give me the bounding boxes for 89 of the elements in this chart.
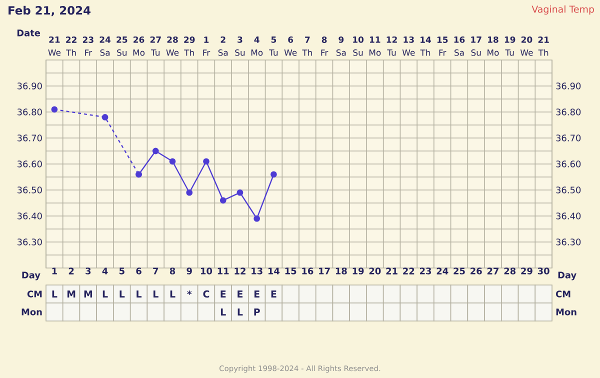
x-tick-label: 14 (268, 268, 280, 274)
x-tick-label: 2 (68, 268, 74, 274)
x-axis-title: Day (22, 272, 40, 280)
y-tick-label: 36.80 (18, 108, 42, 116)
x2-tick-label: 28 We (166, 36, 179, 56)
text: E (254, 290, 260, 298)
text: M (84, 290, 92, 298)
x-tick-label: 30 (538, 268, 550, 274)
x2-tick-label: 3 Su (235, 36, 245, 56)
x-tick-label: 4 (102, 268, 108, 274)
x-tick-label: 13 (252, 268, 262, 274)
text: L (170, 290, 176, 298)
y-tick-label: 36.60 (18, 160, 42, 168)
text: * (187, 290, 192, 295)
x2-tick-label: 10 Su (353, 36, 364, 56)
x-tick-label: 8 (170, 268, 176, 274)
x2-tick-label: 16 Sa (454, 36, 465, 56)
x2-tick-label: 17 Su (471, 36, 482, 56)
x-tick-label: 10 (201, 268, 212, 274)
text: L (102, 290, 108, 298)
text: E (271, 290, 276, 298)
text: M (67, 290, 76, 298)
x2-tick-label: 7 Th (302, 36, 312, 56)
x-tick-label: 16 (302, 268, 314, 274)
x-tick-label: 3 (86, 268, 91, 274)
x-tick-label: 17 (319, 268, 330, 274)
x-tick-label: 21 (386, 268, 398, 274)
x-tick-label: 9 (186, 268, 192, 274)
x2-tick-label: 2 Sa (218, 36, 228, 56)
x2-tick-label: 8 Fr (321, 36, 328, 56)
x2-tick-label: 22 Th (66, 36, 76, 56)
x2-tick-label: 6 We (284, 36, 297, 56)
x-tick-label: 12 (234, 268, 246, 274)
y-tick-label: 36.90 (18, 82, 42, 90)
x-tick-label: 27 (487, 268, 499, 274)
x2-tick-label: 15 Fr (437, 36, 448, 56)
y-tick-label: 36.50 (18, 186, 42, 194)
text: L (154, 290, 158, 298)
x2-tick-label: 5 Tu (269, 36, 278, 56)
y-tick-label: 36.70 (18, 134, 42, 142)
text: L (120, 290, 125, 298)
x-tick-label: 24 (436, 268, 448, 274)
x2-tick-label: 19 Tu (504, 36, 516, 56)
x-tick-label: 6 (136, 268, 142, 274)
text: L (52, 290, 58, 298)
chart-subtitle: Vaginal Temp (532, 5, 594, 15)
x-tick-label: 22 (403, 268, 414, 274)
x2-tick-label: 1 Fr (203, 36, 210, 56)
x2-tick-label: 29 Th (184, 36, 195, 56)
x-tick-label: 23 (420, 268, 432, 274)
text: L (238, 308, 243, 316)
x-tick-label: 1 (52, 268, 57, 274)
x-tick-label: 15 (285, 268, 296, 274)
x-tick-label: 19 (352, 268, 364, 274)
x2-tick-label: 21 Th (538, 36, 549, 56)
x2-tick-label: 23 Fr (82, 36, 94, 56)
x2-tick-label: 26 Mo (133, 36, 145, 56)
x2-tick-label: 14 Th (420, 36, 432, 56)
x-tick-label: 11 (218, 268, 229, 274)
x-tick-label: 25 (454, 268, 465, 274)
text: C (203, 290, 210, 298)
chart-title: Feb 21, 2024 (8, 6, 90, 16)
x-tick-label: 5 (119, 268, 124, 274)
x2-tick-label: 4 Mo (251, 36, 263, 56)
text: E (238, 290, 243, 298)
x-tick-label: 18 (336, 268, 347, 274)
x-tick-label: 7 (153, 268, 158, 274)
x2-tick-label: 24 Sa (100, 36, 111, 56)
x-tick-label: 20 (369, 268, 381, 274)
x2-tick-label: 11 Mo (369, 36, 381, 56)
x-tick-label: 26 (470, 268, 482, 274)
x2-tick-label: 13 We (402, 36, 415, 56)
x-tick-label: 29 (521, 268, 532, 274)
x2-tick-label: 27 Tu (150, 36, 161, 56)
text: E (220, 290, 226, 298)
x2-tick-label: 12 Tu (386, 36, 397, 56)
x2-tick-label: 9 Sa (336, 36, 346, 56)
x2-axis-title: Date (17, 30, 40, 36)
x-tick-label: 28 (504, 268, 516, 274)
text: Day (558, 272, 576, 280)
text: P (254, 308, 260, 316)
x2-tick-label: 18 Mo (488, 36, 499, 56)
text: L (136, 290, 142, 298)
y-tick-label: 36.30 (18, 238, 42, 246)
x2-tick-label: 21 We (48, 36, 61, 56)
text: L (220, 308, 226, 316)
y-tick-label: 36.40 (18, 212, 42, 220)
x2-tick-label: 20 We (520, 36, 533, 56)
x2-tick-label: 25 Su (116, 36, 128, 56)
